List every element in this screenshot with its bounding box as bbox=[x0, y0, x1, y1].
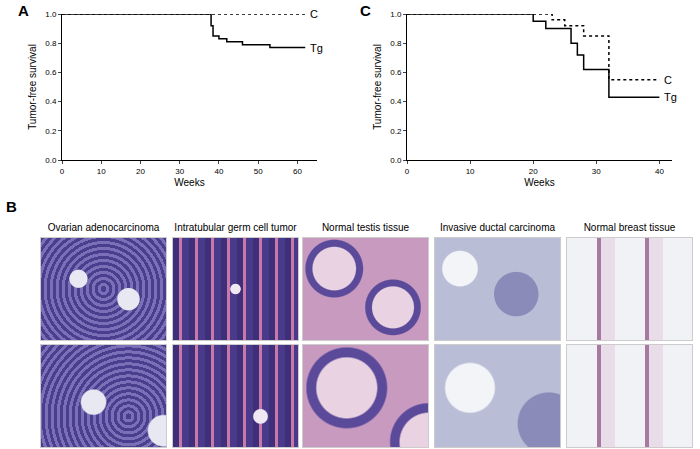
svg-text:0.2: 0.2 bbox=[390, 127, 402, 136]
svg-text:Tg: Tg bbox=[310, 42, 323, 54]
svg-text:30: 30 bbox=[592, 167, 601, 176]
svg-text:60: 60 bbox=[293, 167, 302, 176]
svg-text:10: 10 bbox=[466, 167, 475, 176]
svg-text:0.0: 0.0 bbox=[390, 156, 402, 165]
svg-text:0.8: 0.8 bbox=[390, 39, 402, 48]
svg-text:40: 40 bbox=[214, 167, 223, 176]
svg-text:20: 20 bbox=[529, 167, 538, 176]
svg-text:C: C bbox=[310, 8, 318, 20]
svg-text:1.0: 1.0 bbox=[390, 10, 402, 19]
svg-text:Weeks: Weeks bbox=[174, 177, 204, 188]
svg-text:Tumor-free survival: Tumor-free survival bbox=[27, 44, 38, 130]
svg-text:0.6: 0.6 bbox=[390, 68, 402, 77]
html-text:Normal testis tissue: Normal testis tissue bbox=[321, 222, 410, 233]
svg-text:40: 40 bbox=[655, 167, 664, 176]
svg-text:0.4: 0.4 bbox=[390, 97, 402, 106]
svg-text:0: 0 bbox=[60, 167, 65, 176]
svg-text:20: 20 bbox=[136, 167, 145, 176]
svg-text:30: 30 bbox=[175, 167, 184, 176]
html-text:Normal breast tissue: Normal breast tissue bbox=[583, 222, 676, 233]
svg-text:C: C bbox=[664, 74, 672, 86]
html-text:Ovarian adenocarcinoma: Ovarian adenocarcinoma bbox=[47, 222, 160, 233]
html-text:Intratubular germ cell tumor: Intratubular germ cell tumor bbox=[174, 222, 297, 233]
html-text:Invasive ductal carcinoma: Invasive ductal carcinoma bbox=[440, 222, 555, 233]
svg-text:0: 0 bbox=[405, 167, 410, 176]
svg-text:Tumor-free survival: Tumor-free survival bbox=[372, 44, 383, 130]
svg-text:0.2: 0.2 bbox=[45, 127, 57, 136]
svg-text:50: 50 bbox=[254, 167, 263, 176]
svg-text:Weeks: Weeks bbox=[524, 177, 554, 188]
svg-text:0.8: 0.8 bbox=[45, 39, 57, 48]
svg-text:0.6: 0.6 bbox=[45, 68, 57, 77]
html-text:B: B bbox=[6, 198, 17, 215]
html-text:C: C bbox=[360, 2, 371, 19]
html-text:A: A bbox=[18, 2, 29, 19]
svg-text:0.0: 0.0 bbox=[45, 156, 57, 165]
svg-text:10: 10 bbox=[97, 167, 106, 176]
svg-text:1.0: 1.0 bbox=[45, 10, 57, 19]
svg-text:0.4: 0.4 bbox=[45, 97, 57, 106]
svg-text:Tg: Tg bbox=[664, 91, 677, 103]
